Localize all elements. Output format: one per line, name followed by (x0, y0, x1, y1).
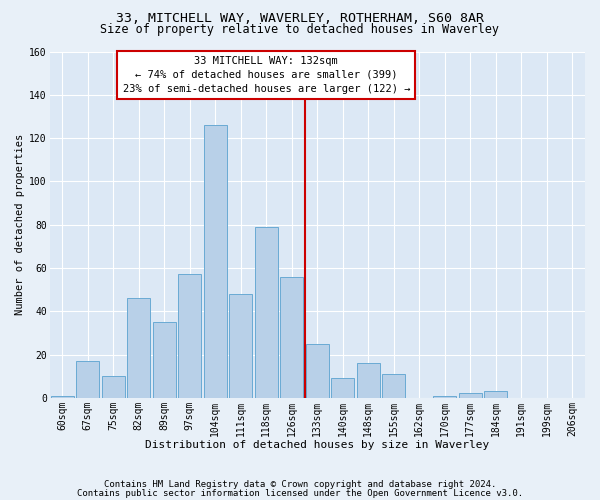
Bar (102, 376, 125, 398)
Bar (204, 125, 227, 398)
Bar (178, 274, 201, 398)
Text: 33, MITCHELL WAY, WAVERLEY, ROTHERHAM, S60 8AR: 33, MITCHELL WAY, WAVERLEY, ROTHERHAM, S… (116, 12, 484, 26)
Bar (331, 378, 354, 398)
Bar (433, 396, 456, 398)
Bar (280, 276, 303, 398)
Bar (357, 363, 380, 398)
Y-axis label: Number of detached properties: Number of detached properties (15, 134, 25, 316)
Text: 33 MITCHELL WAY: 132sqm
← 74% of detached houses are smaller (399)
23% of semi-d: 33 MITCHELL WAY: 132sqm ← 74% of detache… (122, 56, 410, 94)
Text: Size of property relative to detached houses in Waverley: Size of property relative to detached ho… (101, 22, 499, 36)
Bar (229, 294, 252, 398)
Bar (76, 361, 99, 398)
X-axis label: Distribution of detached houses by size in Waverley: Distribution of detached houses by size … (145, 440, 490, 450)
Text: Contains public sector information licensed under the Open Government Licence v3: Contains public sector information licen… (77, 488, 523, 498)
Bar (153, 322, 176, 398)
Bar (127, 298, 150, 398)
Bar (51, 396, 74, 398)
Bar (484, 392, 507, 398)
Bar (459, 394, 482, 398)
Bar (306, 344, 329, 398)
Text: Contains HM Land Registry data © Crown copyright and database right 2024.: Contains HM Land Registry data © Crown c… (104, 480, 496, 489)
Bar (255, 227, 278, 398)
Bar (382, 374, 405, 398)
